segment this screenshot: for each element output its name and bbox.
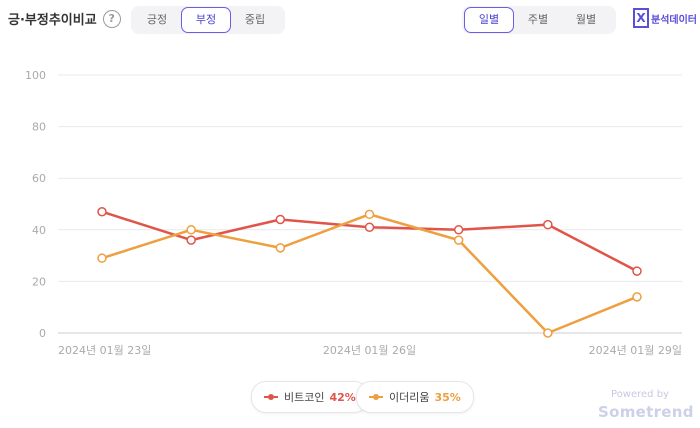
- legend-marker-icon: [264, 394, 278, 400]
- period-tab-group: 일별 주별 월별: [462, 6, 616, 34]
- chart-title: 긍·부정추이비교 ?: [8, 9, 121, 28]
- y-tick-label: 0: [39, 327, 46, 340]
- legend-label: 이더리움: [389, 391, 430, 404]
- tab-positive[interactable]: 긍정: [146, 13, 168, 26]
- x-tick-label: 2024년 01월 26일: [323, 343, 416, 357]
- y-tick-label: 40: [32, 224, 46, 237]
- tab-weekly[interactable]: 주별: [527, 13, 549, 26]
- data-point: [543, 328, 553, 338]
- y-tick-label: 80: [32, 121, 46, 134]
- chart-title-text: 긍·부정추이비교: [8, 13, 97, 28]
- data-point: [275, 214, 286, 225]
- y-tick-label: 100: [25, 69, 46, 82]
- data-point: [186, 225, 196, 235]
- brand-logo: Sometrend: [598, 403, 694, 421]
- tab-negative[interactable]: 부정: [181, 7, 231, 33]
- data-point: [275, 243, 286, 253]
- powered-by-text: Powered by: [611, 389, 669, 400]
- y-tick-label: 60: [32, 172, 46, 185]
- legend-item-bitcoin[interactable]: 비트코인 42%: [251, 381, 369, 413]
- legend-percent: 42%: [329, 390, 356, 404]
- data-point: [453, 225, 464, 235]
- tab-daily[interactable]: 일별: [464, 7, 514, 33]
- legend-item-ethereum[interactable]: 이더리움 35%: [356, 381, 474, 413]
- legend-marker-icon: [369, 394, 383, 400]
- x-tick-label: 2024년 01월 23일: [58, 343, 151, 357]
- question-circle-icon[interactable]: ?: [102, 9, 121, 28]
- data-point: [632, 266, 642, 276]
- legend-percent: 35%: [434, 390, 461, 404]
- sentiment-tab-group: 긍정 부정 중립: [131, 6, 285, 34]
- excel-icon: X: [633, 8, 649, 28]
- tab-neutral[interactable]: 중립: [244, 13, 266, 26]
- data-point: [97, 206, 107, 217]
- series-line-1: [101, 213, 638, 335]
- data-point: [364, 209, 375, 220]
- excel-download-button[interactable]: X 분석데이터: [633, 8, 697, 28]
- series-line-0: [101, 210, 638, 273]
- x-tick-label: 2024년 01월 29일: [589, 343, 682, 357]
- data-point: [632, 292, 642, 302]
- tab-monthly[interactable]: 월별: [575, 13, 597, 26]
- data-point: [364, 222, 375, 232]
- data-point: [453, 235, 464, 245]
- data-point: [186, 235, 196, 245]
- y-tick-label: 20: [32, 275, 46, 288]
- legend-label: 비트코인: [284, 391, 325, 404]
- excel-label: 분석데이터: [651, 14, 697, 26]
- data-point: [543, 219, 553, 230]
- data-point: [97, 253, 107, 263]
